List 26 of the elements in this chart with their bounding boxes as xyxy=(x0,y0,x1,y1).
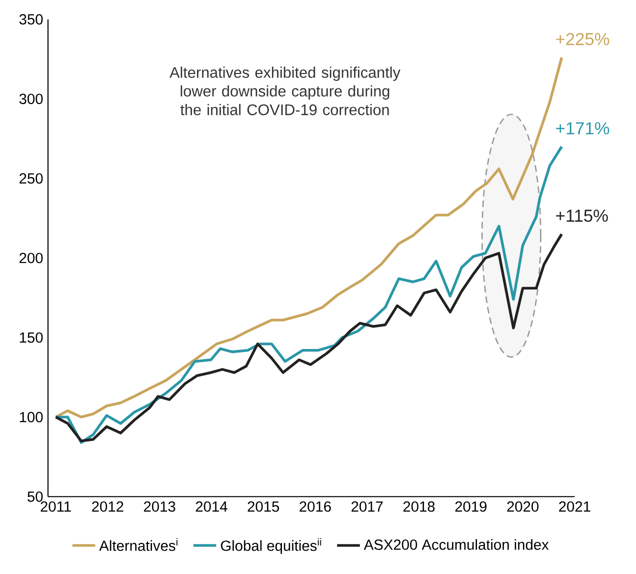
x-tick-label: 2016 xyxy=(300,501,331,512)
line-series xyxy=(54,232,564,442)
y-tick-label: 300 xyxy=(19,94,43,104)
annotation: +171% xyxy=(556,122,610,134)
x-tick-label: 2021 xyxy=(559,501,590,512)
annotation: +115% xyxy=(556,210,608,222)
x-tick-label: 2020 xyxy=(507,501,538,512)
x-tick-label: 2013 xyxy=(144,501,176,512)
y-tick-label: 250 xyxy=(20,173,43,184)
y-tick-label: 150 xyxy=(20,332,43,343)
legend-label: Alternatives$^{i}$ xyxy=(99,538,178,551)
x-tick-label: 2018 xyxy=(403,501,435,512)
y-tick-label: 350 xyxy=(19,14,43,25)
legend-label: ASX200 Accumulation index xyxy=(364,539,549,550)
y-tick-label: 200 xyxy=(20,252,43,264)
x-tick-label: 2019 xyxy=(455,501,487,512)
y-tick-label: 100 xyxy=(20,412,43,422)
x-tick-label: 2014 xyxy=(196,501,228,512)
annotation: +225% xyxy=(556,32,610,46)
annotation: Alternatives exhibited significantly lower downside capture during the initial COVID-19 correction xyxy=(170,66,400,116)
x-tick-label: 2017 xyxy=(352,501,383,512)
y-tick-label: 50 xyxy=(28,491,43,502)
x-tick-label: 2012 xyxy=(92,501,124,512)
x-tick-label: 2015 xyxy=(248,501,280,512)
x-tick-label: 2011 xyxy=(40,501,71,512)
legend-label: Global equities$^{ii}$ xyxy=(220,538,322,554)
